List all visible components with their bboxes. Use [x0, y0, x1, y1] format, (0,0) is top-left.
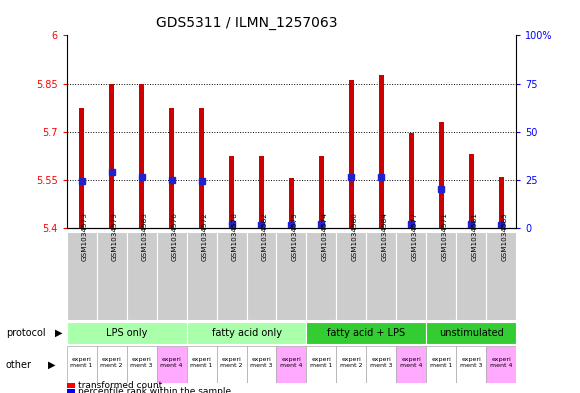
Text: GSM1034573: GSM1034573: [82, 212, 88, 261]
Bar: [456, 346, 486, 383]
Bar: [97, 346, 126, 383]
Bar: [367, 346, 396, 383]
Bar: [126, 346, 157, 383]
Bar: [438, 122, 444, 228]
Bar: [139, 83, 144, 228]
Bar: [499, 176, 504, 228]
Text: experi
ment 2: experi ment 2: [220, 357, 243, 368]
Text: GSM1034581: GSM1034581: [472, 212, 477, 261]
Text: fatty acid only: fatty acid only: [212, 328, 281, 338]
Bar: [319, 156, 324, 228]
Text: experi
ment 1: experi ment 1: [71, 357, 93, 368]
Bar: [396, 346, 426, 383]
Text: experi
ment 1: experi ment 1: [190, 357, 213, 368]
Bar: [426, 322, 516, 344]
Bar: [306, 232, 336, 320]
Text: unstimulated: unstimulated: [439, 328, 503, 338]
Text: GSM1034578: GSM1034578: [231, 212, 238, 261]
Text: LPS only: LPS only: [106, 328, 147, 338]
Text: fatty acid + LPS: fatty acid + LPS: [327, 328, 405, 338]
Bar: [67, 232, 97, 320]
Bar: [469, 154, 474, 228]
Bar: [169, 108, 174, 228]
Bar: [456, 232, 486, 320]
Text: experi
ment 4: experi ment 4: [280, 357, 303, 368]
Bar: [126, 232, 157, 320]
Text: GSM1034575: GSM1034575: [292, 212, 298, 261]
Text: experi
ment 4: experi ment 4: [400, 357, 423, 368]
Bar: [349, 80, 354, 228]
Bar: [187, 322, 306, 344]
Bar: [486, 346, 516, 383]
Text: GSM1034584: GSM1034584: [382, 212, 387, 261]
Bar: [426, 346, 456, 383]
Text: percentile rank within the sample: percentile rank within the sample: [78, 387, 231, 393]
Text: transformed count: transformed count: [78, 381, 162, 390]
Bar: [409, 133, 414, 228]
Text: protocol: protocol: [6, 328, 45, 338]
Bar: [157, 232, 187, 320]
Bar: [486, 232, 516, 320]
Bar: [396, 232, 426, 320]
Bar: [277, 232, 306, 320]
Bar: [426, 232, 456, 320]
Bar: [187, 232, 216, 320]
Text: ▶: ▶: [55, 328, 63, 338]
Text: experi
ment 3: experi ment 3: [460, 357, 483, 368]
Text: experi
ment 3: experi ment 3: [370, 357, 393, 368]
Bar: [306, 322, 426, 344]
Text: experi
ment 4: experi ment 4: [160, 357, 183, 368]
Bar: [367, 232, 396, 320]
Text: experi
ment 3: experi ment 3: [130, 357, 153, 368]
Bar: [199, 108, 204, 228]
Text: experi
ment 2: experi ment 2: [100, 357, 123, 368]
Text: experi
ment 1: experi ment 1: [310, 357, 332, 368]
Text: GSM1034576: GSM1034576: [172, 212, 177, 261]
Bar: [306, 346, 336, 383]
Bar: [97, 232, 126, 320]
Text: experi
ment 1: experi ment 1: [430, 357, 452, 368]
Text: experi
ment 4: experi ment 4: [490, 357, 513, 368]
Text: GSM1034582: GSM1034582: [262, 212, 267, 261]
Text: GSM1034571: GSM1034571: [441, 212, 447, 261]
Bar: [187, 346, 216, 383]
Text: GSM1034577: GSM1034577: [411, 212, 418, 261]
Text: GSM1034580: GSM1034580: [351, 212, 357, 261]
Bar: [379, 75, 384, 228]
Bar: [336, 346, 367, 383]
Bar: [216, 346, 246, 383]
Bar: [67, 322, 187, 344]
Text: GSM1034583: GSM1034583: [142, 212, 148, 261]
Text: GSM1034572: GSM1034572: [202, 212, 208, 261]
Bar: [289, 178, 294, 228]
Text: other: other: [6, 360, 32, 369]
Text: experi
ment 2: experi ment 2: [340, 357, 362, 368]
Bar: [79, 108, 84, 228]
Bar: [259, 156, 264, 228]
Text: GSM1034574: GSM1034574: [321, 212, 328, 261]
Bar: [109, 83, 114, 228]
Bar: [336, 232, 367, 320]
Text: ▶: ▶: [48, 360, 56, 369]
Text: GDS5311 / ILMN_1257063: GDS5311 / ILMN_1257063: [156, 16, 337, 30]
Bar: [246, 232, 277, 320]
Bar: [157, 346, 187, 383]
Bar: [277, 346, 306, 383]
Text: GSM1034579: GSM1034579: [111, 212, 118, 261]
Bar: [216, 232, 246, 320]
Bar: [246, 346, 277, 383]
Bar: [229, 156, 234, 228]
Text: experi
ment 3: experi ment 3: [250, 357, 273, 368]
Text: GSM1034585: GSM1034585: [501, 212, 508, 261]
Bar: [67, 346, 97, 383]
